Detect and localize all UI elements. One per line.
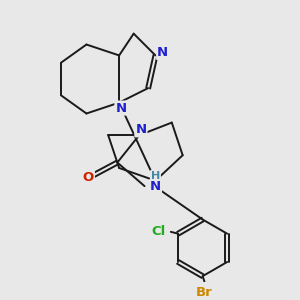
Text: N: N xyxy=(150,180,161,193)
Text: Cl: Cl xyxy=(151,225,165,239)
Text: H: H xyxy=(151,171,160,181)
Text: N: N xyxy=(135,123,146,136)
Text: N: N xyxy=(157,46,168,59)
Text: N: N xyxy=(116,102,127,115)
Text: Br: Br xyxy=(196,286,213,299)
Text: O: O xyxy=(83,170,94,184)
